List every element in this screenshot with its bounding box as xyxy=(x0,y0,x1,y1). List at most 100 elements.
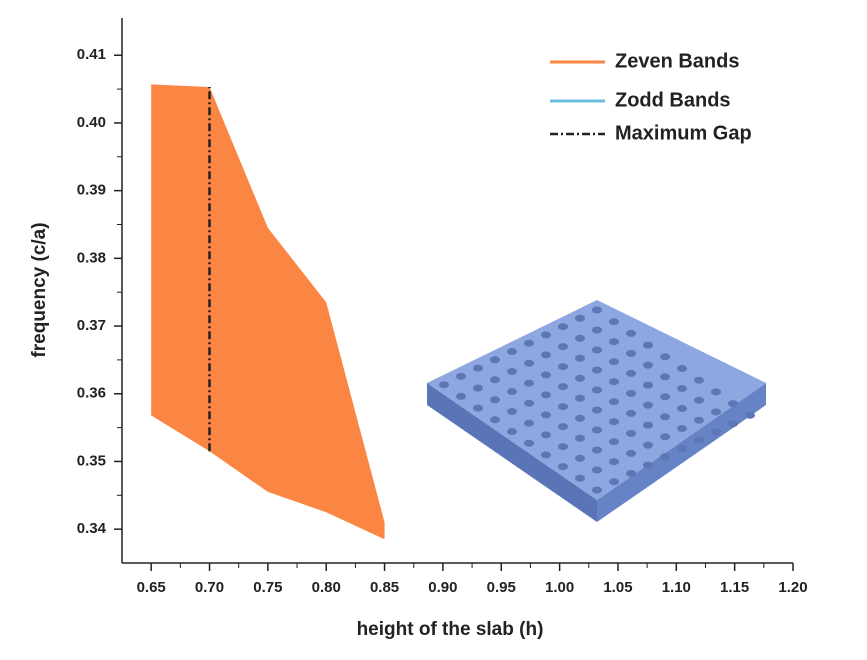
y-tick-label: 0.36 xyxy=(77,385,106,402)
slab-hole xyxy=(541,331,551,339)
x-tick-label: 1.00 xyxy=(545,579,574,596)
slab-hole xyxy=(558,463,568,471)
slab-hole xyxy=(694,436,704,444)
slab-hole xyxy=(660,353,670,361)
legend-label: Zodd Bands xyxy=(615,89,731,111)
slab-hole xyxy=(728,400,738,408)
slab-hole xyxy=(558,383,568,391)
slab-hole xyxy=(592,446,602,454)
slab-hole xyxy=(694,396,704,404)
y-tick-label: 0.34 xyxy=(77,520,107,537)
slab-hole xyxy=(541,431,551,439)
slab-hole xyxy=(592,486,602,494)
slab-hole xyxy=(558,423,568,431)
slab-illustration xyxy=(427,300,766,522)
x-tick-label: 1.05 xyxy=(603,579,632,596)
slab-hole xyxy=(694,376,704,384)
slab-hole xyxy=(575,474,585,482)
slab-hole xyxy=(541,411,551,419)
slab-hole xyxy=(541,391,551,399)
slab-hole xyxy=(575,414,585,422)
slab-hole xyxy=(609,358,619,366)
slab-hole xyxy=(745,411,755,419)
x-tick-label: 0.80 xyxy=(312,579,341,596)
slab-hole xyxy=(575,374,585,382)
slab-hole xyxy=(490,396,500,404)
slab-hole xyxy=(660,393,670,401)
band-area xyxy=(151,84,385,540)
slab-hole xyxy=(711,428,721,436)
slab-hole xyxy=(558,343,568,351)
slab-hole xyxy=(524,439,534,447)
slab-hole xyxy=(456,372,466,380)
x-tick-label: 0.95 xyxy=(487,579,516,596)
slab-hole xyxy=(541,351,551,359)
slab-hole xyxy=(660,413,670,421)
slab-hole xyxy=(626,429,636,437)
slab-hole xyxy=(643,361,653,369)
slab-hole xyxy=(626,369,636,377)
slab-hole xyxy=(677,365,687,372)
slab-hole xyxy=(592,306,602,314)
slab-hole xyxy=(558,323,568,331)
slab-hole xyxy=(609,418,619,426)
x-tick-label: 0.85 xyxy=(370,579,399,596)
slab-hole xyxy=(660,453,670,461)
slab-hole xyxy=(592,406,602,414)
slab-hole xyxy=(677,405,687,412)
slab-hole xyxy=(507,368,517,375)
slab-hole xyxy=(558,403,568,411)
slab-hole xyxy=(677,445,687,452)
y-tick-label: 0.40 xyxy=(77,114,106,131)
x-tick-label: 1.15 xyxy=(720,579,749,596)
slab-hole xyxy=(490,356,500,364)
slab-hole xyxy=(524,399,534,407)
x-tick-label: 1.10 xyxy=(662,579,691,596)
slab-hole xyxy=(609,438,619,446)
y-tick-label: 0.41 xyxy=(77,46,106,63)
slab-hole xyxy=(524,419,534,427)
slab-hole xyxy=(626,469,636,477)
slab-hole xyxy=(626,349,636,357)
slab-hole xyxy=(660,373,670,381)
slab-hole xyxy=(626,409,636,417)
slab-hole xyxy=(456,392,466,400)
slab-hole xyxy=(507,388,517,395)
slab-hole xyxy=(558,443,568,451)
slab-hole xyxy=(728,420,738,428)
slab-hole xyxy=(473,384,483,392)
slab-hole xyxy=(626,329,636,337)
slab-hole xyxy=(473,364,483,372)
slab-side xyxy=(597,383,766,522)
slab-hole xyxy=(575,394,585,402)
slab-hole xyxy=(660,433,670,441)
x-tick-label: 0.75 xyxy=(253,579,282,596)
slab-hole xyxy=(609,478,619,486)
x-axis-title: height of the slab (h) xyxy=(357,619,544,640)
slab-hole xyxy=(507,348,517,355)
slab-hole xyxy=(439,381,449,389)
slab-holes xyxy=(439,306,755,494)
slab-hole xyxy=(643,401,653,409)
slab-hole xyxy=(524,379,534,387)
slab-hole xyxy=(677,385,687,392)
slab-hole xyxy=(711,408,721,416)
slab-hole xyxy=(575,434,585,442)
slab-hole xyxy=(575,314,585,322)
y-axis-title: frequency (c/a) xyxy=(29,222,50,357)
y-tick-label: 0.39 xyxy=(77,182,106,199)
slab-hole xyxy=(626,389,636,397)
y-tick-label: 0.38 xyxy=(77,249,106,266)
slab-hole xyxy=(592,366,602,374)
slab-hole xyxy=(524,359,534,367)
slab-hole xyxy=(643,461,653,469)
y-tick-label: 0.37 xyxy=(77,317,106,334)
slab-hole xyxy=(609,378,619,386)
slab-hole xyxy=(643,421,653,429)
slab-hole xyxy=(711,388,721,396)
slab-hole xyxy=(609,338,619,346)
slab-hole xyxy=(524,339,534,347)
slab-hole xyxy=(592,386,602,394)
slab-hole xyxy=(490,416,500,424)
slab-hole xyxy=(592,346,602,354)
